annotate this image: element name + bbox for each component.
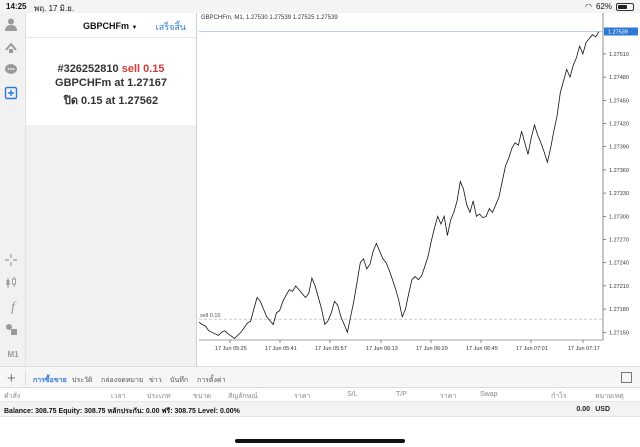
order-close-price: 1.27562 (118, 95, 159, 107)
x-tick-label: 17 Jun 07:01 (516, 346, 548, 352)
y-tick-label: 1.27270 (609, 237, 629, 243)
chevron-down-icon: ▼ (131, 25, 138, 31)
currency: USD (595, 406, 610, 413)
order-close-line: ปิด 0.15 at 1.27562 (26, 91, 196, 109)
sell-level-label: sell 0.15 (200, 313, 221, 319)
crosshair-icon[interactable] (4, 253, 22, 271)
tab-settings[interactable]: การตั้งค่า (197, 377, 226, 384)
candles-icon[interactable] (4, 276, 22, 294)
y-tick-label: 1.27300 (609, 214, 629, 220)
col-volume: ขนาด (193, 393, 212, 400)
col-profit: กำไร (551, 393, 567, 400)
x-tick-label: 17 Jun 07:17 (568, 346, 600, 352)
divider (25, 371, 26, 385)
y-tick-label: 1.27420 (609, 122, 629, 128)
status-right: ◠ 62% (585, 2, 634, 11)
tab-mailbox[interactable]: กล่องจดหมาย (101, 377, 144, 384)
col-swap: Swap (480, 391, 498, 398)
y-tick-label: 1.27330 (609, 191, 629, 197)
left-toolbar: f M1 (0, 13, 26, 366)
col-price: ราคา (294, 393, 311, 400)
done-button[interactable]: เสร็จสิ้น (155, 22, 186, 32)
wifi-icon: ◠ (585, 2, 592, 11)
trade-icon[interactable] (4, 40, 22, 58)
order-open-text: GBPCHFm at (55, 77, 128, 89)
order-header: GBPCHFm ▼ เสร็จสิ้น (26, 13, 196, 38)
order-type: sell 0.15 (121, 63, 165, 75)
person-icon[interactable] (4, 17, 22, 35)
symbol-selector[interactable]: GBPCHFm ▼ (83, 21, 137, 31)
home-indicator[interactable] (235, 439, 405, 443)
y-tick-label: 1.27180 (609, 307, 629, 313)
col-order: คำสั่ง (4, 393, 21, 400)
order-ticket: #326252810 (57, 63, 119, 75)
order-open-price: 1.27167 (127, 77, 167, 89)
current-price-tag (604, 27, 638, 36)
y-tick-label: 1.27360 (609, 168, 629, 174)
col-symbol: สัญลักษณ์ (228, 393, 258, 400)
current-price-label: 1.27539 (608, 30, 628, 36)
date: พฤ. 17 มิ.ย. (34, 4, 75, 13)
tab-news[interactable]: ข่าว (149, 377, 162, 384)
col-price-current: ราคา (440, 393, 457, 400)
order-panel: GBPCHFm ▼ เสร็จสิ้น #326252810 sell 0.15… (26, 13, 196, 125)
x-tick-label: 17 Jun 05:25 (215, 346, 247, 352)
new-order-icon[interactable] (4, 86, 22, 104)
x-tick-label: 17 Jun 06:29 (416, 346, 448, 352)
tab-trade[interactable]: การซื้อขาย (33, 377, 67, 384)
y-tick-label: 1.27480 (609, 75, 629, 81)
order-ticket-line: #326252810 sell 0.15 (26, 63, 196, 75)
balance-text: Balance: 308.75 Equity: 308.75 หลักประกั… (4, 408, 240, 415)
status-bar: 14:25 พฤ. 17 มิ.ย. ◠ 62% (0, 0, 640, 13)
price-chart[interactable]: 1.27510 1.27480 1.27450 1.27420 1.27390 1.273… (196, 13, 640, 366)
chart-svg: 1.27510 1.27480 1.27450 1.27420 1.27390 1.273… (198, 13, 638, 352)
layout-icon[interactable] (621, 372, 632, 383)
y-tick-label: 1.27150 (609, 330, 629, 336)
y-tick-label: 1.27450 (609, 98, 629, 104)
col-type: ประเภท (147, 393, 171, 400)
table-header: คำสั่ง เวลา ประเภท ขนาด สัญลักษณ์ ราคา S… (0, 388, 640, 402)
col-time: เวลา (111, 393, 126, 400)
tab-history[interactable]: ประวัติ (72, 377, 93, 384)
y-tick-label: 1.27390 (609, 145, 629, 151)
bottom-tab-bar: + การซื้อขาย ประวัติ กล่องจดหมาย ข่าว บั… (0, 366, 640, 388)
battery-percent: 62% (595, 2, 612, 11)
col-comment: หมายเหตุ (595, 393, 624, 400)
clock: 14:25 (6, 2, 27, 11)
symbol-name: GBPCHFm (83, 21, 130, 31)
order-open-line: GBPCHFm at 1.27167 (26, 77, 196, 89)
col-tp: T/P (396, 391, 407, 398)
y-tick-label: 1.27210 (609, 284, 629, 290)
y-tick-label: 1.27510 (609, 52, 629, 58)
chat-icon[interactable] (4, 63, 22, 81)
tab-journal[interactable]: บันทึก (170, 377, 189, 384)
battery-icon (616, 2, 634, 11)
price-series-line (198, 31, 600, 340)
col-sl: S/L (347, 391, 358, 398)
function-icon[interactable]: f (11, 300, 15, 315)
x-tick-label: 17 Jun 06:45 (466, 346, 498, 352)
chart-title: GBPCHFm, M1, 1.27530 1.27539 1.27525 1.2… (201, 15, 338, 21)
objects-icon[interactable] (4, 322, 22, 340)
timeframe-icon[interactable]: M1 (7, 349, 19, 359)
balance-bar: Balance: 308.75 Equity: 308.75 หลักประกั… (0, 402, 640, 417)
x-tick-label: 17 Jun 06:13 (366, 346, 398, 352)
order-close-text: ปิด 0.15 at (63, 95, 119, 107)
profit-amount: 0.00 (576, 406, 590, 413)
x-tick-label: 17 Jun 05:41 (265, 346, 297, 352)
battery-fill (618, 4, 628, 9)
y-tick-label: 1.27240 (609, 261, 629, 267)
x-tick-label: 17 Jun 05:57 (315, 346, 347, 352)
left-panel-background (26, 125, 196, 366)
add-icon[interactable]: + (7, 370, 16, 387)
